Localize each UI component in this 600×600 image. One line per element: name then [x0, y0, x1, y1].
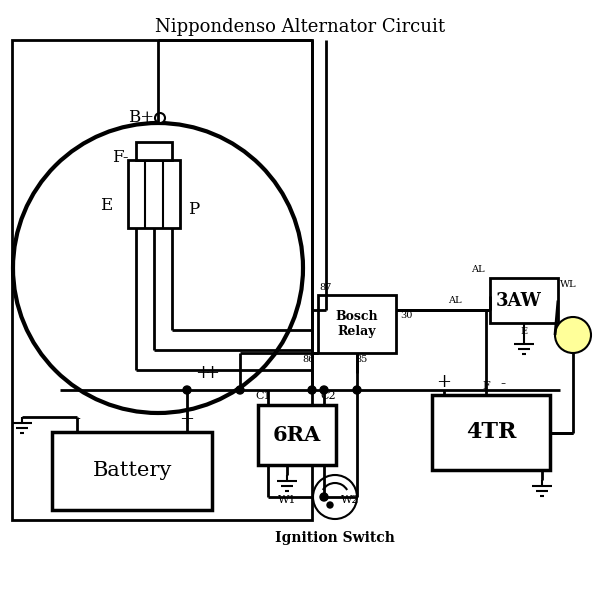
Bar [490, 278, 558, 323]
Bar [52, 432, 212, 510]
Circle shape [327, 502, 333, 508]
Circle shape [320, 386, 328, 394]
Bar [432, 395, 550, 470]
Circle shape [353, 386, 361, 394]
Circle shape [308, 386, 316, 394]
Text: 85: 85 [355, 355, 367, 364]
Text: 4TR: 4TR [466, 421, 516, 443]
Text: P: P [188, 202, 199, 218]
Circle shape [313, 475, 357, 519]
Text: E: E [100, 196, 112, 214]
Text: Nippondenso Alternator Circuit: Nippondenso Alternator Circuit [155, 18, 445, 36]
Circle shape [320, 493, 328, 501]
Text: Ignition Switch: Ignition Switch [275, 531, 395, 545]
Text: +: + [179, 410, 194, 428]
Circle shape [13, 123, 303, 413]
Text: B+: B+ [128, 109, 154, 127]
Bar [128, 160, 180, 228]
Bar [12, 40, 312, 520]
Text: Relay: Relay [338, 325, 376, 338]
Text: C2: C2 [320, 391, 336, 401]
Circle shape [155, 113, 165, 123]
Circle shape [183, 386, 191, 394]
Text: 6RA: 6RA [273, 425, 321, 445]
Text: +: + [437, 373, 452, 391]
Text: +: + [195, 364, 210, 382]
Text: -: - [500, 377, 506, 391]
Bar [136, 142, 172, 160]
Text: Battery: Battery [92, 461, 172, 481]
Text: C1: C1 [255, 391, 271, 401]
Text: -: - [74, 410, 80, 428]
Text: F: F [482, 381, 490, 391]
Text: W2: W2 [341, 495, 359, 505]
Circle shape [236, 386, 244, 394]
Text: AL: AL [448, 296, 462, 305]
Circle shape [555, 317, 591, 353]
Text: +: + [205, 364, 220, 382]
Text: AL: AL [472, 265, 485, 274]
Text: 3AW: 3AW [496, 292, 542, 310]
Bar [318, 295, 396, 353]
Text: WL: WL [560, 280, 577, 289]
Text: 87: 87 [320, 283, 332, 292]
Text: 86: 86 [303, 355, 315, 364]
Text: 30: 30 [400, 311, 412, 320]
Text: W1: W1 [278, 495, 296, 505]
Text: Bosch: Bosch [335, 311, 379, 323]
Bar [258, 405, 336, 465]
Text: E: E [520, 327, 527, 336]
Text: F-: F- [112, 149, 128, 166]
